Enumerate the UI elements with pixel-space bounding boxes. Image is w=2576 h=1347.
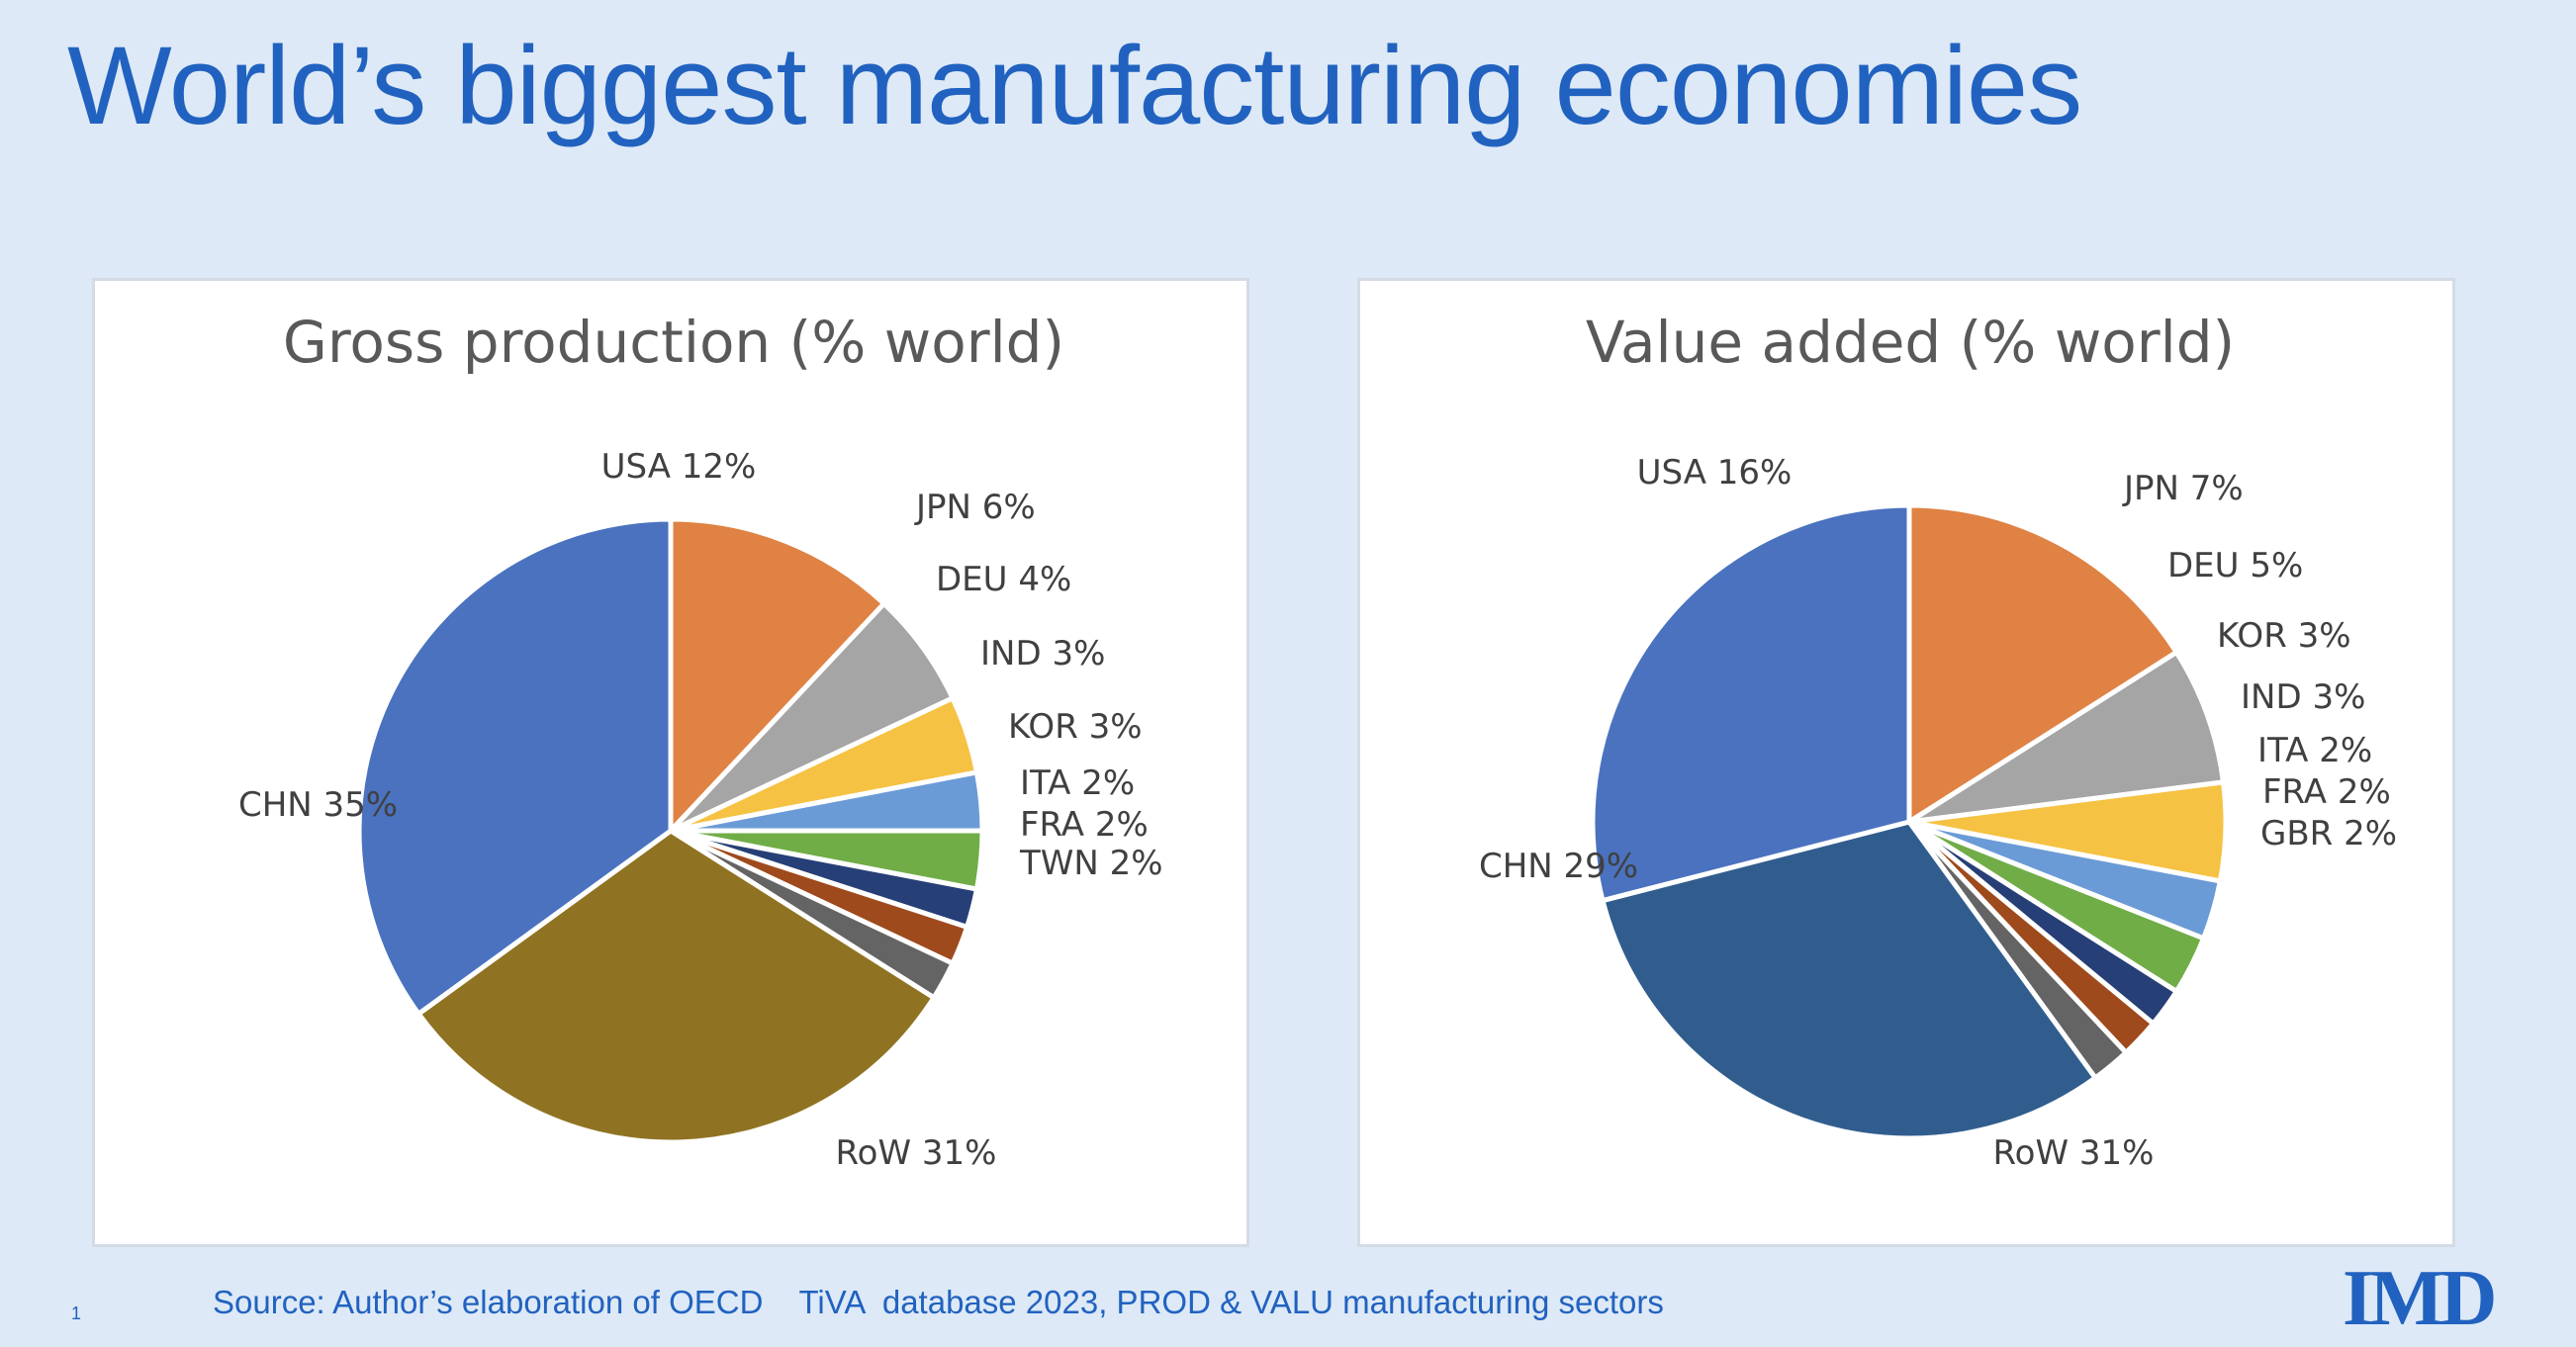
slide-title: World’s biggest manufacturing economies [67,24,2082,147]
slice-label-ind: IND 3% [980,634,1105,674]
slice-label-chn: CHN 29% [1479,847,1638,886]
pie-slice-usa [668,516,887,834]
slice-label-gbr: GBR 2% [2260,814,2397,853]
slice-label-deu: DEU 5% [2167,546,2303,585]
slice-label-chn: CHN 35% [238,785,398,825]
imd-logo: IMD [2343,1255,2497,1342]
page-number: 1 [71,1303,82,1323]
value-added-pie: Value added (% world) USA 16% JPN 7% DEU 5%… [1479,309,2397,1173]
pie-slice-row [1600,819,2098,1141]
chart-title: Gross production (% world) [283,309,1064,376]
value-added-chart: Value added (% world) USA 16% JPN 7% DEU 5%… [1357,278,2455,1247]
gross-production-chart: Gross production (% world) USA 12% JPN 6% D… [92,278,1249,1247]
slice-label-usa: USA 12% [601,447,757,487]
slice-label-row: RoW 31% [836,1133,997,1173]
slice-label-twn: TWN 2% [1019,844,1163,883]
pie-slice-chn [1590,502,1912,904]
gross-production-pie: Gross production (% world) USA 12% JPN 6% D… [238,309,1163,1173]
chart-title: Value added (% world) [1586,309,2235,376]
slice-label-ita: ITA 2% [2257,731,2372,770]
slice-label-jpn: JPN 6% [914,488,1036,527]
slice-label-fra: FRA 2% [1020,805,1149,845]
slice-label-ind: IND 3% [2241,677,2365,717]
pie-slice-chn [356,516,674,1017]
pie-slice-row [415,828,937,1145]
slice-label-kor: KOR 3% [1008,707,1143,747]
slice-label-deu: DEU 4% [936,560,1071,599]
pie-slice-jpn [1906,650,2226,825]
slice-label-ita: ITA 2% [1020,763,1135,803]
slice-label-fra: FRA 2% [2262,772,2391,812]
slice-label-usa: USA 16% [1637,453,1793,493]
pie-slice-usa [1906,502,2179,825]
slice-label-kor: KOR 3% [2217,616,2351,656]
slice-label-row: RoW 31% [1993,1133,2155,1173]
source-note: Source: Author’s elaboration of OECD TiV… [213,1284,1664,1320]
slice-label-jpn: JPN 7% [2122,469,2244,508]
